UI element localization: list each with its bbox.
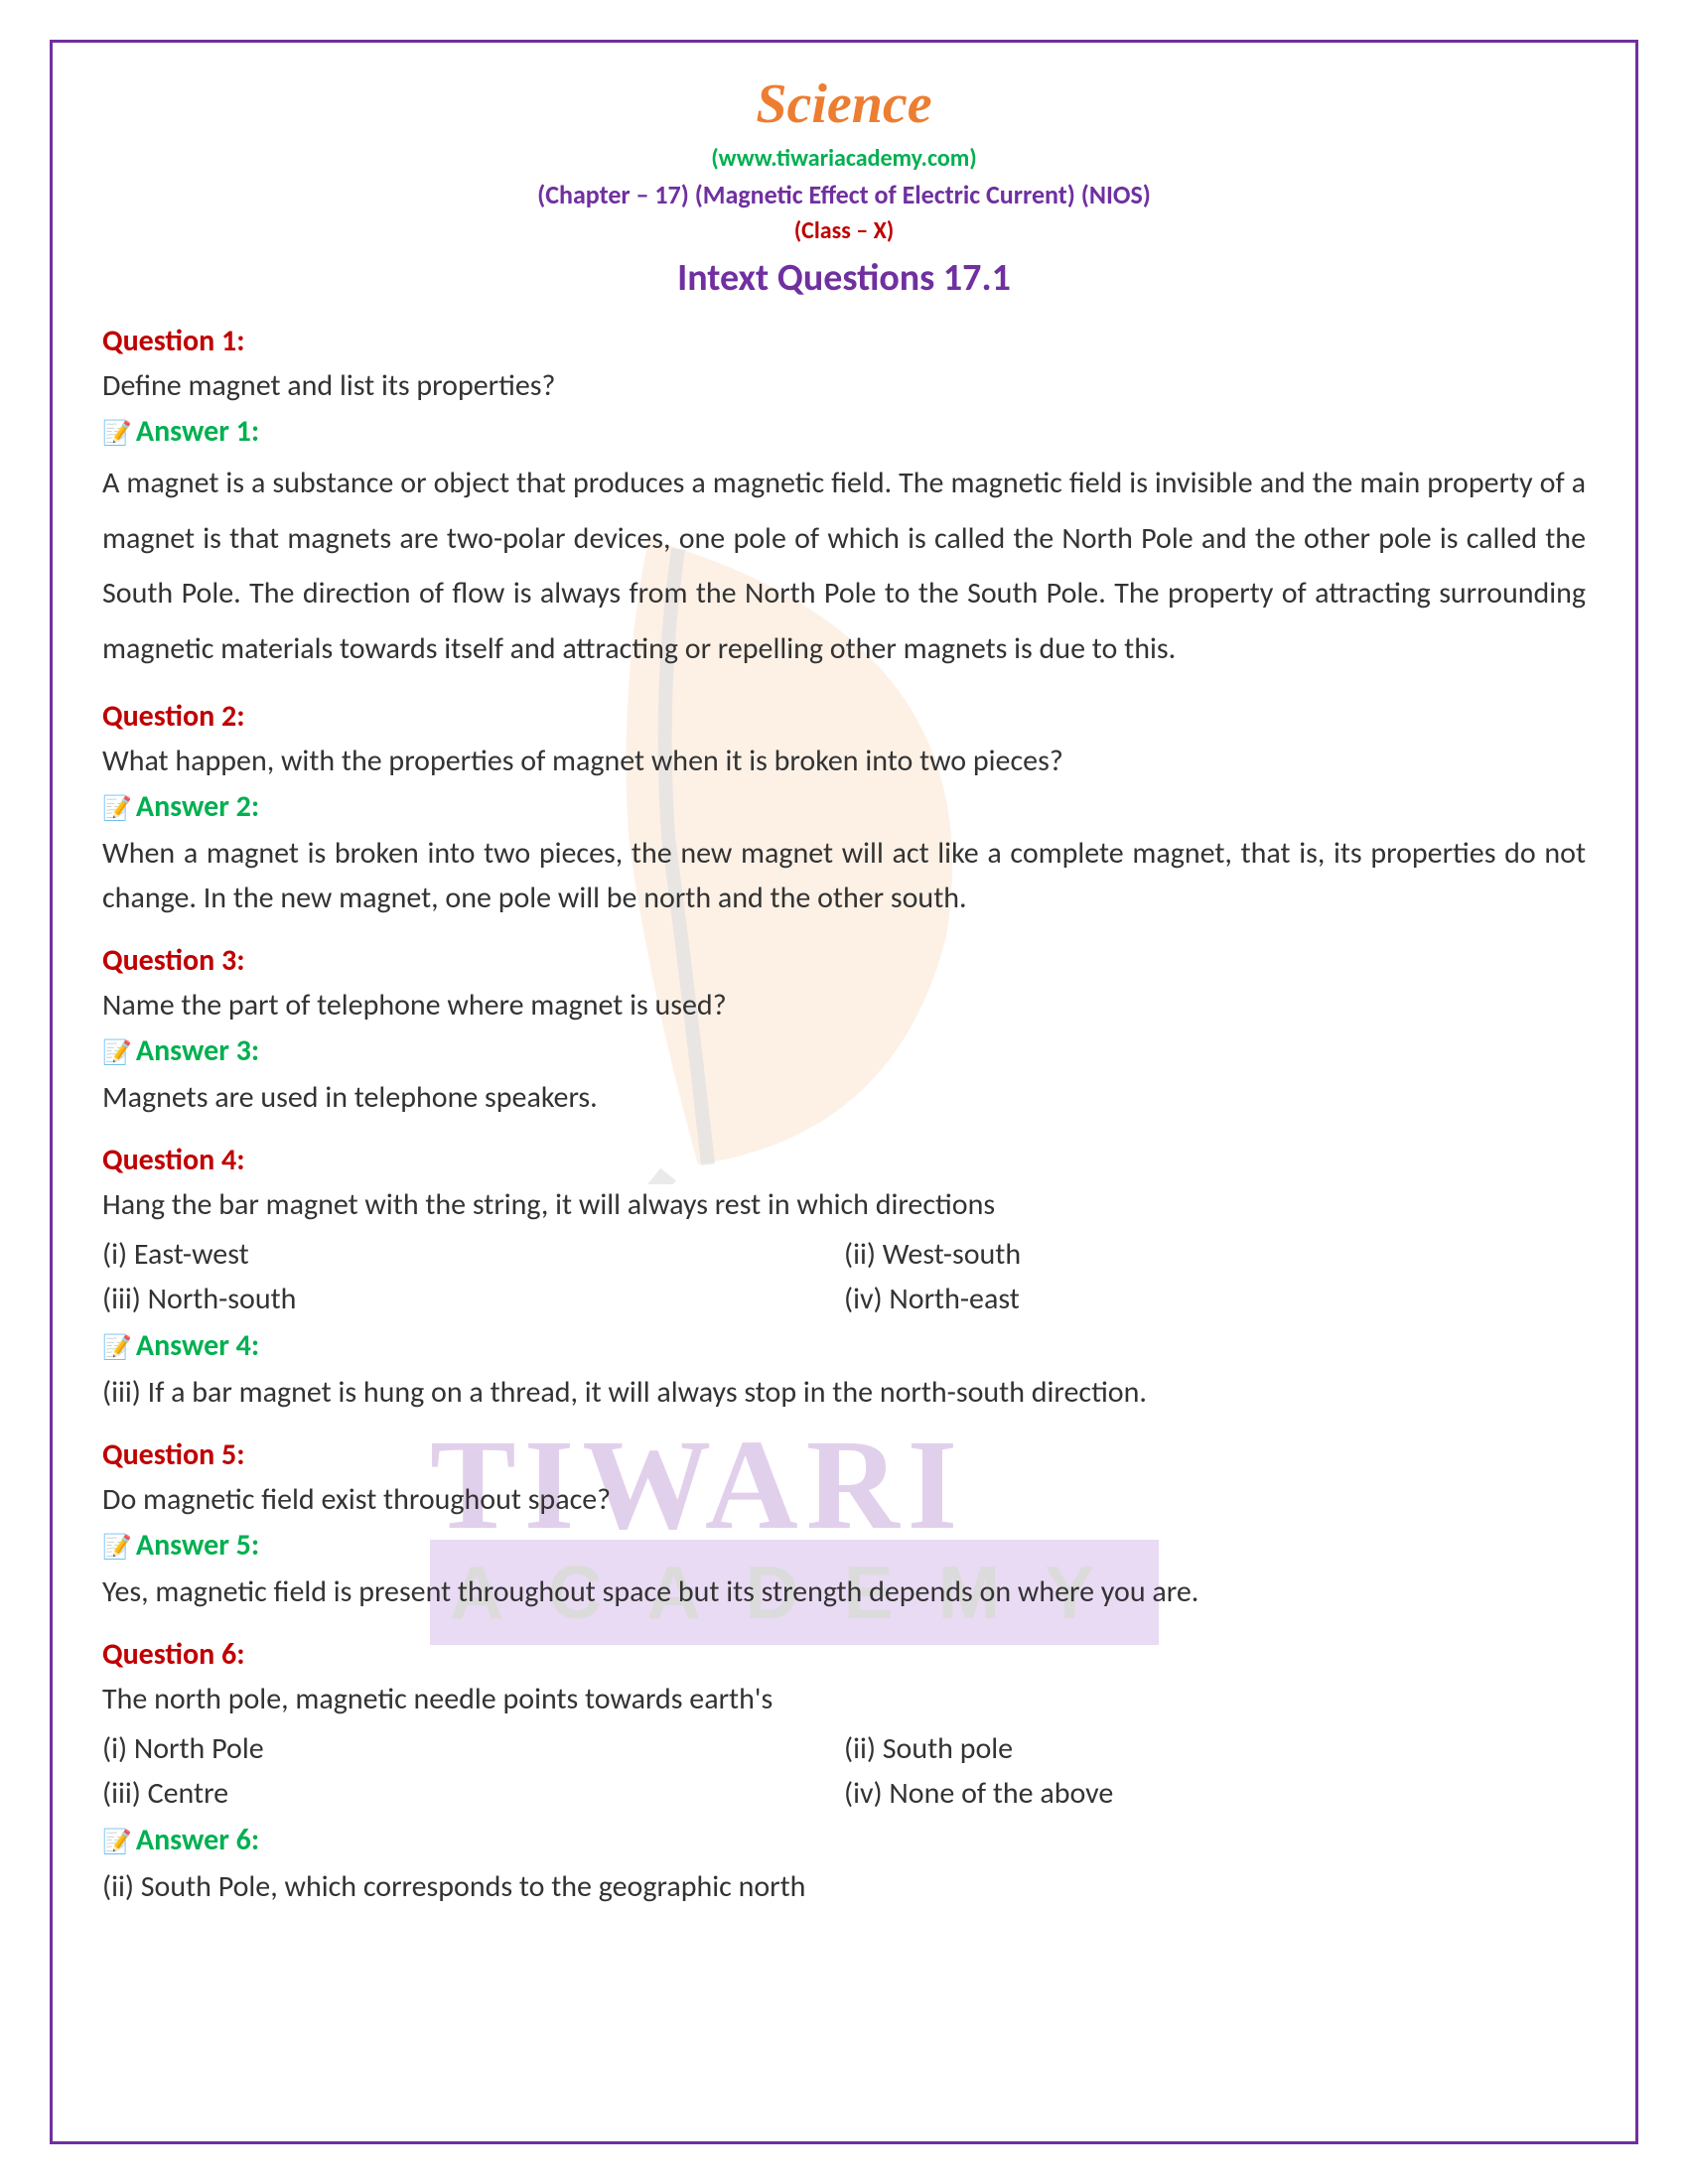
answer-label: Answer 5: [102,1527,1586,1564]
option-item: (iv) North-east [844,1277,1586,1321]
question-block: Question 5: Do magnetic field exist throu… [102,1436,1586,1614]
answer-text: (iii) If a bar magnet is hung on a threa… [102,1370,1586,1415]
page-title: Science [102,72,1586,136]
option-item: (ii) South pole [844,1726,1586,1771]
answer-label: Answer 6: [102,1822,1586,1858]
question-block: Question 4: Hang the bar magnet with the … [102,1142,1586,1415]
question-text: The north pole, magnetic needle points t… [102,1679,1586,1720]
question-label: Question 2: [102,698,1586,735]
answer-label: Answer 2: [102,788,1586,825]
class-info: (Class – X) [102,216,1586,245]
answer-text: When a magnet is broken into two pieces,… [102,831,1586,920]
answer-label: Answer 4: [102,1327,1586,1364]
question-options: (i) North Pole(ii) South pole(iii) Centr… [102,1726,1586,1816]
question-label: Question 4: [102,1142,1586,1178]
answer-text: (ii) South Pole, which corresponds to th… [102,1864,1586,1909]
option-item: (ii) West-south [844,1232,1586,1277]
question-block: Question 3: Name the part of telephone wh… [102,942,1586,1120]
website-link: (www.tiwariacademy.com) [102,144,1586,173]
answer-text: Yes, magnetic field is present throughou… [102,1570,1586,1614]
option-item: (iii) North-south [102,1277,844,1321]
question-text: Do magnetic field exist throughout space… [102,1479,1586,1521]
option-item: (i) East-west [102,1232,844,1277]
content-area: Science (www.tiwariacademy.com) (Chapter… [102,72,1586,1909]
question-options: (i) East-west(ii) West-south(iii) North-… [102,1232,1586,1321]
question-label: Question 5: [102,1436,1586,1473]
question-text: Define magnet and list its properties? [102,365,1586,407]
option-item: (i) North Pole [102,1726,844,1771]
question-block: Question 1: Define magnet and list its pr… [102,323,1586,676]
question-label: Question 1: [102,323,1586,359]
page-border: TIWARI ACADEMY Science (www.tiwariacadem… [50,40,1638,2144]
answer-label: Answer 1: [102,413,1586,450]
answer-label: Answer 3: [102,1032,1586,1069]
answer-text: A magnet is a substance or object that p… [102,456,1586,676]
question-text: What happen, with the properties of magn… [102,741,1586,782]
question-label: Question 6: [102,1636,1586,1673]
question-block: Question 2: What happen, with the propert… [102,698,1586,920]
chapter-info: (Chapter – 17) (Magnetic Effect of Elect… [102,179,1586,210]
option-item: (iii) Centre [102,1771,844,1816]
option-item: (iv) None of the above [844,1771,1586,1816]
question-text: Hang the bar magnet with the string, it … [102,1184,1586,1226]
question-text: Name the part of telephone where magnet … [102,985,1586,1026]
answer-text: Magnets are used in telephone speakers. [102,1075,1586,1120]
question-label: Question 3: [102,942,1586,979]
section-title: Intext Questions 17.1 [102,255,1586,301]
question-block: Question 6: The north pole, magnetic need… [102,1636,1586,1909]
questions-container: Question 1: Define magnet and list its pr… [102,323,1586,1909]
